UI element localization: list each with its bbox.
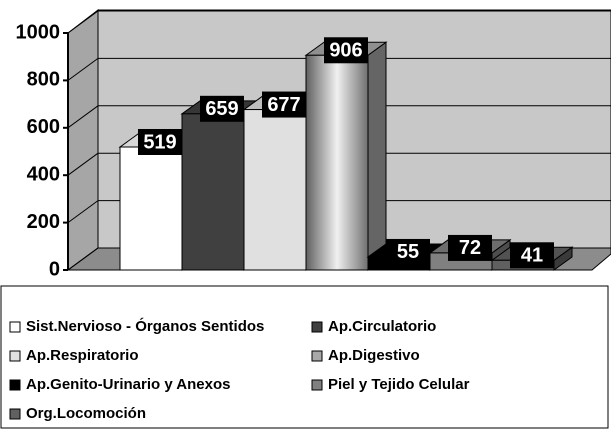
data-label-bg (386, 238, 430, 265)
legend-swatch (311, 350, 323, 362)
data-label-bg (262, 91, 306, 118)
grid-line (67, 200, 99, 224)
side-wall (67, 8, 99, 271)
bar-side (367, 41, 387, 271)
y-tick-label: 1000 (16, 21, 61, 43)
data-label: 72 (459, 237, 481, 259)
data-label: 906 (329, 40, 362, 62)
legend-swatch (9, 350, 21, 362)
legend-swatch (9, 408, 21, 420)
grid-line (67, 152, 99, 176)
legend-swatch (311, 379, 323, 391)
legend-label: Ap.Respiratorio (26, 347, 139, 364)
legend-box (0, 285, 609, 429)
y-tick-label: 800 (27, 69, 60, 91)
bar (305, 54, 369, 271)
y-tick-label: 200 (27, 211, 60, 233)
y-tick-label: 400 (27, 163, 60, 185)
grid-line (67, 105, 99, 129)
data-label: 55 (397, 241, 419, 263)
data-label-bg (200, 95, 244, 122)
bar (243, 109, 307, 271)
data-label-bg (138, 128, 182, 155)
bar (181, 113, 245, 271)
grid-line (67, 10, 99, 34)
legend-label: Org.Locomoción (26, 405, 146, 422)
data-label: 659 (205, 98, 238, 120)
data-label: 41 (521, 245, 543, 267)
grid-line (67, 57, 99, 81)
legend-label: Piel y Tejido Celular (328, 376, 470, 393)
legend-label: Ap.Genito-Urinario y Anexos (26, 376, 230, 393)
data-label-bg (448, 234, 492, 261)
data-label-bg (324, 37, 368, 64)
data-label: 519 (143, 131, 176, 153)
legend-label: Ap.Circulatorio (328, 318, 436, 335)
legend-label: Ap.Digestivo (328, 347, 420, 364)
legend-swatch (9, 379, 21, 391)
legend-swatch (311, 321, 323, 333)
y-tick-label: 0 (49, 258, 60, 280)
data-label-bg (510, 242, 554, 269)
y-tick-label: 600 (27, 116, 60, 138)
legend-label: Sist.Nervioso - Órganos Sentidos (26, 317, 264, 335)
legend-swatch (9, 321, 21, 333)
data-label: 677 (267, 94, 300, 116)
bar (119, 146, 183, 271)
grid-line (67, 247, 99, 271)
